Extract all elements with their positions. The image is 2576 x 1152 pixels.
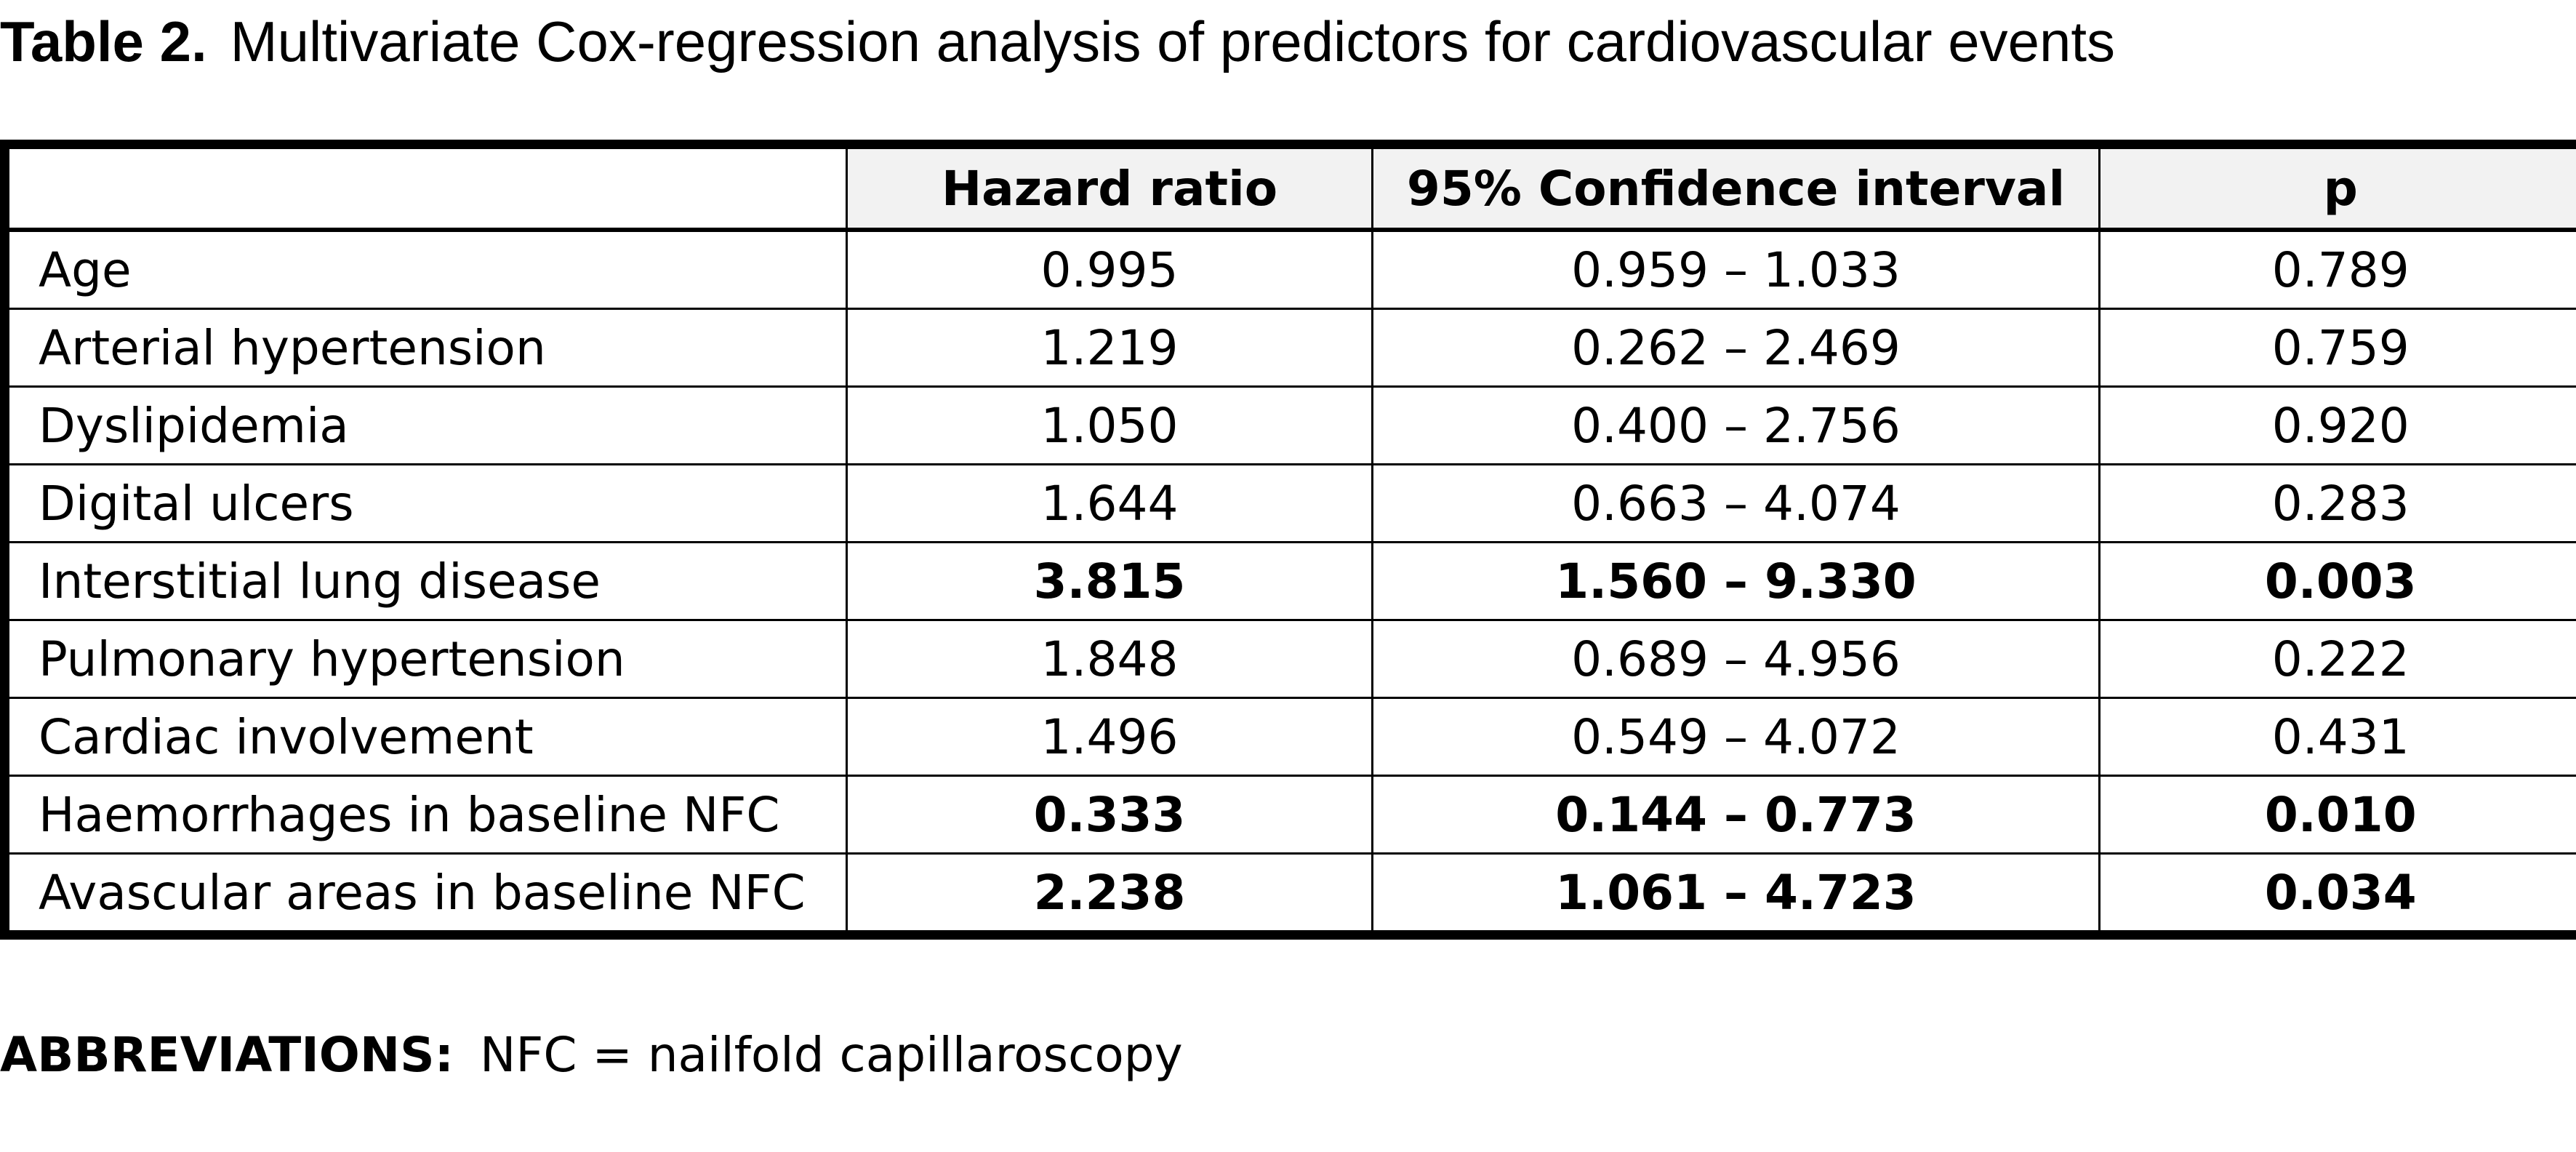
table-row: Interstitial lung disease 3.815 1.560 – …	[4, 542, 2576, 621]
hazard-ratio-cell: 2.238	[846, 853, 1373, 935]
abbreviations-text: NFC = nailfold capillaroscopy	[480, 1027, 1183, 1083]
header-hazard-ratio: Hazard ratio	[846, 144, 1373, 232]
predictor-cell: Cardiac involvement	[4, 697, 848, 777]
header-predictor	[4, 144, 848, 232]
table-row: Pulmonary hypertension 1.848 0.689 – 4.9…	[4, 620, 2576, 699]
p-value-cell: 0.283	[2099, 464, 2576, 543]
confidence-interval-cell: 0.262 – 2.469	[1372, 308, 2100, 388]
p-value-cell: 0.034	[2264, 864, 2417, 921]
predictor-cell: Digital ulcers	[4, 464, 848, 543]
table-caption: Table 2. Multivariate Cox-regression anal…	[0, 1, 2545, 81]
confidence-interval-cell: 0.959 – 1.033	[1372, 230, 2100, 310]
abbreviations-label: ABBREVIATIONS:	[0, 1027, 454, 1083]
p-value-cell: 0.222	[2099, 620, 2576, 699]
confidence-interval-cell: 0.144 – 0.773	[1372, 775, 2100, 855]
table-title: Multivariate Cox-regression analysis of …	[230, 9, 2116, 73]
hazard-ratio-cell: 0.995	[846, 230, 1373, 310]
hazard-ratio-cell: 1.496	[846, 697, 1373, 777]
hazard-ratio-cell: 1.219	[846, 308, 1373, 388]
p-value-cell: 0.759	[2099, 308, 2576, 388]
predictor-cell: Age	[4, 230, 848, 310]
predictor-cell: Avascular areas in baseline NFC	[4, 853, 848, 935]
header-row: Hazard ratio 95% Confidence interval p	[4, 144, 2576, 232]
table-row: Digital ulcers 1.644 0.663 – 4.074 0.283	[4, 464, 2576, 543]
table-row: Arterial hypertension 1.219 0.262 – 2.46…	[4, 308, 2576, 388]
table-header: Hazard ratio 95% Confidence interval p	[4, 144, 2576, 232]
header-p-value: p	[2099, 144, 2576, 232]
p-value-cell: 0.003	[2099, 542, 2576, 621]
predictor-cell: Pulmonary hypertension	[4, 620, 848, 699]
table-body: Age 0.995 0.959 – 1.033 0.789 Arterial h…	[4, 230, 2576, 935]
predictor-cell: Arterial hypertension	[4, 308, 848, 388]
table-row: Avascular areas in baseline NFC 2.238 1.…	[4, 853, 2576, 935]
predictor-cell: Dyslipidemia	[4, 386, 848, 465]
confidence-interval-cell: 1.560 – 9.330	[1372, 542, 2100, 621]
confidence-interval-cell: 0.549 – 4.072	[1372, 697, 2100, 777]
cox-regression-table: Hazard ratio 95% Confidence interval p A…	[0, 140, 2576, 940]
p-value-cell: 0.789	[2099, 230, 2576, 310]
p-value-cell: 0.010	[2099, 775, 2576, 855]
hazard-ratio-cell: 0.333	[846, 775, 1373, 855]
table-number: Table 2.	[0, 9, 207, 73]
abbreviations-footnote: ABBREVIATIONS: NFC = nailfold capillarosc…	[0, 1015, 1183, 1095]
hazard-ratio-cell: 1.644	[846, 464, 1373, 543]
hazard-ratio-cell: 3.815	[846, 542, 1373, 621]
header-confidence-interval: 95% Confidence interval	[1372, 144, 2100, 232]
p-value-cell: 0.431	[2099, 697, 2576, 777]
hazard-ratio-cell: 1.848	[846, 620, 1373, 699]
table-row: Age 0.995 0.959 – 1.033 0.789	[4, 230, 2576, 310]
predictor-cell: Haemorrhages in baseline NFC	[4, 775, 848, 855]
p-value-cell: 0.920	[2099, 386, 2576, 465]
confidence-interval-cell: 0.400 – 2.756	[1372, 386, 2100, 465]
hazard-ratio-cell: 1.050	[846, 386, 1373, 465]
confidence-interval-cell: 0.689 – 4.956	[1372, 620, 2100, 699]
table-row: Haemorrhages in baseline NFC 0.333 0.144…	[4, 775, 2576, 855]
table-row: Dyslipidemia 1.050 0.400 – 2.756 0.920	[4, 386, 2576, 465]
confidence-interval-cell: 0.663 – 4.074	[1372, 464, 2100, 543]
table-row: Cardiac involvement 1.496 0.549 – 4.072 …	[4, 697, 2576, 777]
predictor-cell: Interstitial lung disease	[4, 542, 848, 621]
confidence-interval-cell: 1.061 – 4.723	[1372, 853, 2100, 935]
